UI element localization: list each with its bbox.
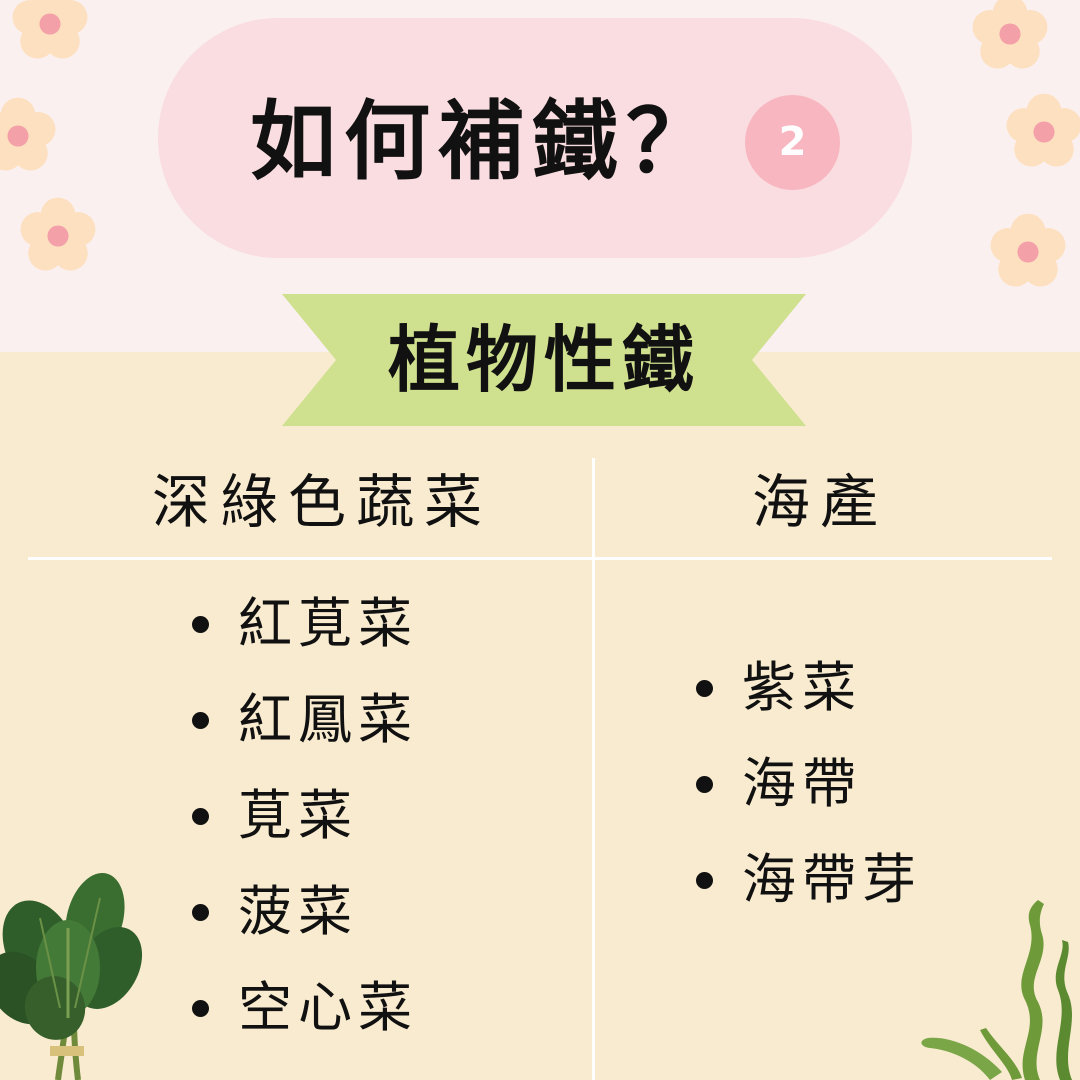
list-item: 海帶: [696, 736, 922, 832]
seafood-list: 紫菜 海帶 海帶芽: [696, 640, 922, 928]
list-item-label: 空心菜: [238, 976, 418, 1039]
bullet-icon: [192, 616, 209, 633]
bottom-background: [0, 352, 1080, 1080]
flower-icon: [20, 197, 96, 271]
bullet-icon: [696, 680, 713, 697]
banner-title: 植物性鐵: [387, 318, 700, 402]
header-divider: [28, 557, 1052, 560]
list-item: 空心菜: [192, 960, 418, 1056]
spinach-icon: [0, 872, 143, 1080]
list-item: 莧菜: [192, 768, 418, 864]
flower-icon: [12, 0, 88, 59]
list-item-label: 海帶芽: [742, 848, 922, 911]
vegetable-list: 紅莧菜 紅鳳菜 莧菜 菠菜 空心菜: [192, 576, 418, 1056]
list-item-label: 紫菜: [742, 656, 862, 719]
list-item-label: 莧菜: [238, 784, 358, 847]
page-title: 如何補鐵？: [250, 92, 720, 192]
bullet-icon: [192, 712, 209, 729]
list-item: 紫菜: [696, 640, 922, 736]
flower-icon: [0, 97, 56, 171]
banner-ribbon: [282, 294, 806, 426]
list-item: 紅鳳菜: [192, 672, 418, 768]
flower-icon: [972, 0, 1048, 69]
step-badge: 2: [745, 95, 840, 190]
bullet-icon: [192, 1000, 209, 1017]
flower-icon: [990, 213, 1066, 287]
seaweed-icon: [921, 900, 1072, 1080]
list-item: 菠菜: [192, 864, 418, 960]
list-item-label: 菠菜: [238, 880, 358, 943]
column-divider: [592, 458, 595, 1080]
list-item-label: 紅鳳菜: [238, 688, 418, 751]
bullet-icon: [696, 776, 713, 793]
list-item: 紅莧菜: [192, 576, 418, 672]
list-item-label: 紅莧菜: [238, 592, 418, 655]
column-heading-seafood: 海產: [752, 468, 889, 536]
column-heading-vegetables: 深綠色蔬菜: [152, 468, 493, 536]
bullet-icon: [192, 904, 209, 921]
bullet-icon: [192, 808, 209, 825]
bullet-icon: [696, 872, 713, 889]
list-item-label: 海帶: [742, 752, 862, 815]
flower-icon: [1006, 93, 1080, 167]
list-item: 海帶芽: [696, 832, 922, 928]
